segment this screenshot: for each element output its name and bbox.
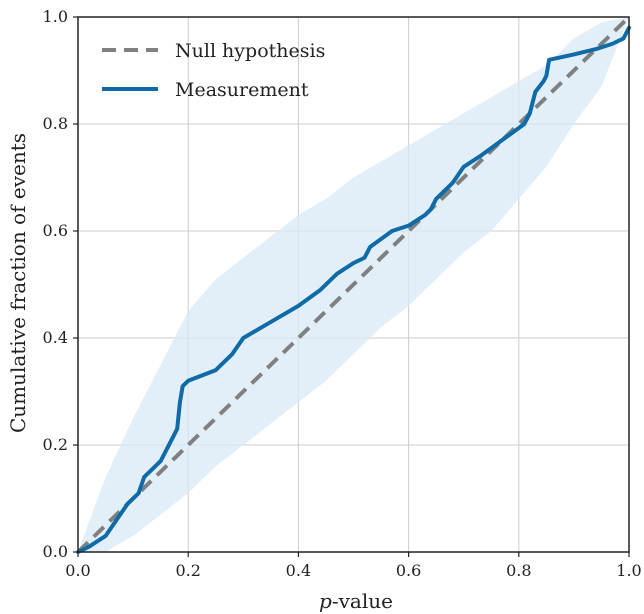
x-tick-label-1: 0.2 [175,561,200,580]
y-tick-label-4: 0.8 [43,114,68,133]
y-tick-label-1: 0.2 [43,435,68,454]
legend: Null hypothesis Measurement [102,40,325,101]
y-axis-label: Cumulative fraction of events [6,133,30,433]
series-null-hypothesis-line [76,15,631,554]
x-axis-label: p-value [319,589,393,613]
series-measurement-line [76,25,631,554]
x-tick-label-2: 0.4 [286,561,311,580]
legend-measurement-label: Measurement [175,79,309,101]
y-tick-label-5: 1.0 [43,7,68,26]
plot-frame [77,16,630,553]
x-tick-label-5: 1.0 [616,561,641,580]
y-tick-label-0: 0.0 [43,542,68,561]
x-tick-label-3: 0.6 [396,561,421,580]
y-tick-label-2: 0.4 [43,328,68,347]
x-tick-label-0: 0.0 [65,561,90,580]
axis-ticks: 0.0 0.2 0.4 0.6 0.8 1.0 0.0 0.2 0.4 0.6 0.8 1.0 [43,7,642,580]
y-tick-label-3: 0.6 [43,221,68,240]
x-tick-label-4: 0.8 [506,561,531,580]
series-layer [76,15,631,554]
legend-null-label: Null hypothesis [175,40,325,62]
